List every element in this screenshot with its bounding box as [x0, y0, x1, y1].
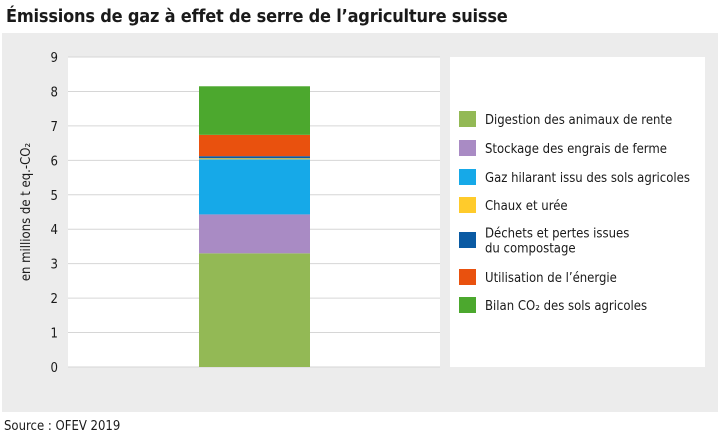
legend-label: Utilisation de l’énergie	[485, 271, 617, 286]
legend-label: Gaz hilarant issu des sols agricoles	[485, 171, 690, 186]
y-axis-label: en millions de t eq.-CO₂	[19, 143, 34, 281]
y-tick-label: 3	[51, 258, 58, 273]
y-tick-label: 2	[51, 292, 58, 307]
legend-swatch	[459, 297, 476, 313]
bar-segment	[199, 158, 310, 160]
y-tick-label: 7	[51, 120, 58, 135]
y-tick-label: 6	[51, 154, 58, 169]
legend-label: Déchets et pertes issues	[485, 227, 629, 242]
y-tick-label: 4	[51, 223, 58, 238]
bar-segment	[199, 253, 310, 367]
legend-swatch	[459, 111, 476, 127]
legend-swatch	[459, 269, 476, 285]
y-axis-ticks: 0 1 2 3 4 5 6 7 8 9	[51, 51, 58, 376]
legend-swatch	[459, 232, 476, 248]
y-tick-label: 8	[51, 85, 58, 100]
legend-box	[450, 57, 705, 367]
bar-segment	[199, 214, 310, 254]
legend-label: Bilan CO₂ des sols agricoles	[485, 299, 647, 314]
chart-title: Émissions de gaz à effet de serre de l’a…	[6, 6, 508, 27]
y-tick-label: 9	[51, 51, 58, 66]
y-tick-label: 5	[51, 189, 58, 204]
legend: Digestion des animaux de rente Stockage d…	[459, 111, 690, 314]
y-tick-label: 1	[51, 327, 58, 342]
stacked-bar	[199, 86, 310, 367]
bar-segment	[199, 86, 310, 135]
legend-label: Stockage des engrais de ferme	[485, 142, 667, 157]
legend-label: du compostage	[485, 242, 576, 257]
source-note: Source : OFEV 2019	[4, 419, 121, 434]
legend-label: Digestion des animaux de rente	[485, 113, 672, 128]
legend-swatch	[459, 197, 476, 213]
legend-label: Chaux et urée	[485, 199, 568, 214]
legend-swatch	[459, 169, 476, 185]
bar-segment	[199, 159, 310, 215]
y-tick-label: 0	[51, 361, 58, 376]
bar-segment	[199, 156, 310, 159]
legend-swatch	[459, 140, 476, 156]
bar-segment	[199, 134, 310, 157]
